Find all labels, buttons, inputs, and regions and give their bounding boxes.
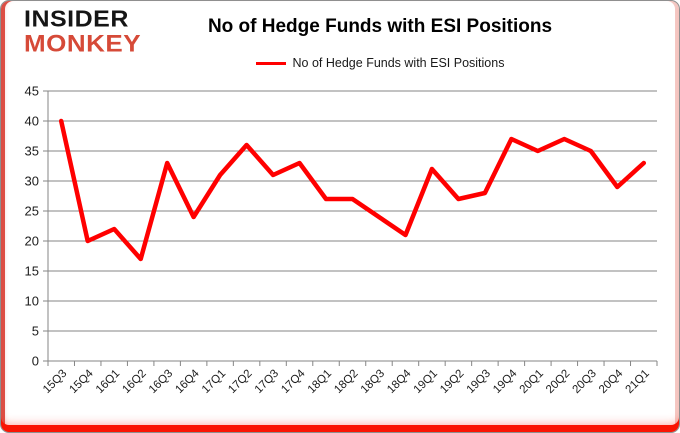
x-axis-label: 16Q1 (94, 368, 122, 396)
y-axis-label: 0 (32, 354, 39, 369)
x-axis-label: 17Q4 (279, 367, 308, 396)
x-axis-label: 16Q2 (120, 368, 148, 396)
esi-series-line (58, 118, 647, 262)
x-axis-label: 17Q3 (253, 368, 281, 396)
x-axis-label: 18Q3 (359, 368, 387, 396)
x-axis-label: 16Q4 (173, 367, 202, 396)
x-axis-label: 20Q3 (571, 368, 599, 396)
x-axis-label: 19Q4 (491, 367, 520, 396)
logo-line-insider: INSIDER (24, 6, 129, 32)
y-axis-label: 25 (25, 204, 39, 219)
x-axis-label: 15Q4 (67, 367, 96, 396)
x-axis-label: 16Q3 (147, 368, 175, 396)
x-axis-label: 19Q1 (412, 368, 440, 396)
x-axis-label: 18Q4 (385, 367, 414, 396)
y-axis-label: 45 (25, 84, 39, 99)
x-axis-label: 20Q4 (597, 367, 626, 396)
y-axis-label: 35 (25, 144, 39, 159)
y-axis-label: 15 (25, 264, 39, 279)
insider-monkey-logo: INSIDER MONKEY (24, 6, 142, 57)
chart-legend: No of Hedge Funds with ESI Positions (120, 56, 640, 70)
x-axis-label: 21Q1 (623, 368, 651, 396)
chart-title: No of Hedge Funds with ESI Positions (207, 16, 553, 37)
y-axis-label: 40 (25, 114, 39, 129)
x-axis-label: 18Q2 (332, 368, 360, 396)
y-axis-label: 20 (25, 234, 39, 249)
x-axis-label: 15Q3 (41, 368, 69, 396)
y-axis-label: 5 (32, 324, 39, 339)
x-axis-label: 19Q2 (438, 368, 466, 396)
x-axis-label: 17Q2 (226, 368, 254, 396)
legend-line-swatch (255, 61, 286, 65)
x-axis-label: 17Q1 (200, 368, 228, 396)
legend-label: No of Hedge Funds with ESI Positions (292, 56, 505, 70)
x-axis-label: 20Q2 (544, 368, 572, 396)
x-axis-label: 20Q1 (518, 368, 546, 396)
x-axis-label: 18Q1 (306, 368, 334, 396)
y-axis-label: 10 (25, 294, 39, 309)
logo-line-monkey: MONKEY (24, 29, 142, 57)
x-axis-label: 19Q3 (465, 368, 493, 396)
y-axis-label: 30 (25, 174, 39, 189)
